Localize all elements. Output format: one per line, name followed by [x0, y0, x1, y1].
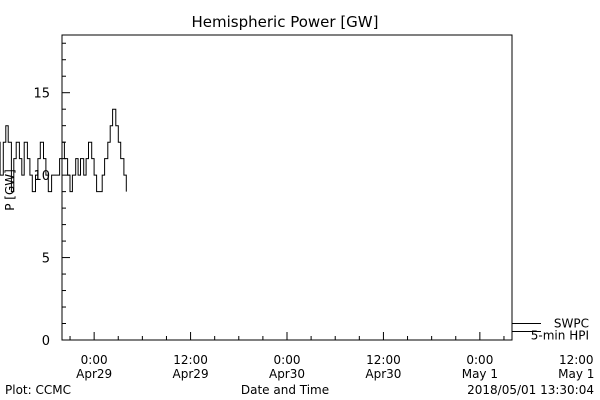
legend-label: SWPC — [554, 317, 589, 331]
footer-left-label: Plot: CCMC — [5, 383, 71, 397]
y-tick-label: 15 — [33, 87, 50, 102]
x-tick-label-date: May 1 — [462, 367, 498, 381]
chart-title: Hemispheric Power [GW] — [192, 13, 379, 31]
x-tick-label-time: 12:00 — [559, 353, 594, 367]
x-tick-label-time: 0:00 — [274, 353, 301, 367]
x-axis: 0:00Apr2912:00Apr290:00Apr3012:00Apr300:… — [69, 332, 594, 381]
y-tick-label: 5 — [42, 252, 50, 267]
x-tick-label-date: May 1 — [558, 367, 594, 381]
x-tick-label-time: 0:00 — [466, 353, 493, 367]
plot-frame — [61, 34, 513, 341]
x-tick-label-date: Apr29 — [173, 367, 209, 381]
x-tick-label-date: Apr30 — [269, 367, 305, 381]
x-axis-label: Date and Time — [241, 383, 329, 397]
legend-label: 5-min HPI — [531, 329, 589, 343]
y-axis-label: P [GW] — [3, 169, 17, 211]
footer-timestamp: 2018/05/01 13:30:04 — [467, 383, 594, 397]
x-tick-label-date: Apr30 — [365, 367, 401, 381]
x-tick-label-date: Apr29 — [76, 367, 112, 381]
x-tick-label-time: 0:00 — [81, 353, 108, 367]
x-tick-label-time: 12:00 — [173, 353, 208, 367]
series-line-5-min-hpi — [0, 108, 127, 193]
y-tick-label: 0 — [42, 334, 50, 349]
x-tick-label-time: 12:00 — [366, 353, 401, 367]
